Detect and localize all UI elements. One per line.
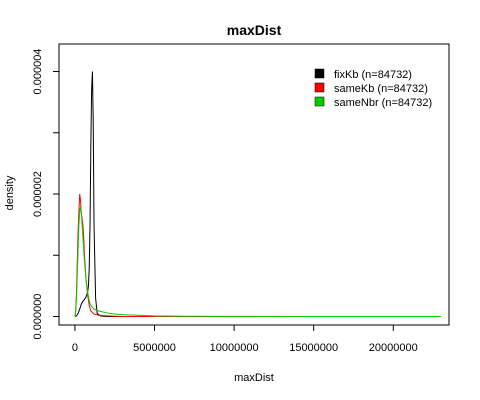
x-tick-label: 10000000 [210, 342, 259, 354]
legend-swatch-2 [314, 82, 325, 93]
x-tick-label: 5000000 [133, 342, 176, 354]
y-tick-label: 0.000004 [32, 49, 44, 95]
series-line-1 [74, 71, 442, 317]
series-line-2 [74, 193, 442, 317]
legend-label-2: sameKb (n=84732) [334, 83, 428, 95]
legend-swatch-1 [314, 68, 325, 79]
legend-swatch-3 [314, 96, 325, 107]
y-axis-label: density [4, 175, 16, 210]
x-tick-label: 0 [72, 342, 78, 354]
legend-label-3: sameNbr (n=84732) [334, 97, 432, 109]
y-tick-label: 0.000000 [32, 294, 44, 340]
y-tick-label: 0.000002 [32, 171, 44, 217]
x-axis-ticks: 0 5000000 10000000 15000000 20000000 [72, 325, 418, 354]
x-axis-label: maxDist [234, 372, 274, 384]
chart-title: maxDist [227, 22, 282, 38]
series-layer [74, 71, 442, 317]
y-axis-ticks: 0.000000 0.000002 0.000004 [32, 49, 59, 340]
x-tick-label: 15000000 [289, 342, 338, 354]
x-tick-label: 20000000 [369, 342, 418, 354]
legend: fixKb (n=84732) sameKb (n=84732) sameNbr (… [314, 68, 432, 109]
series-line-3 [74, 206, 442, 317]
legend-label-1: fixKb (n=84732) [334, 69, 412, 81]
